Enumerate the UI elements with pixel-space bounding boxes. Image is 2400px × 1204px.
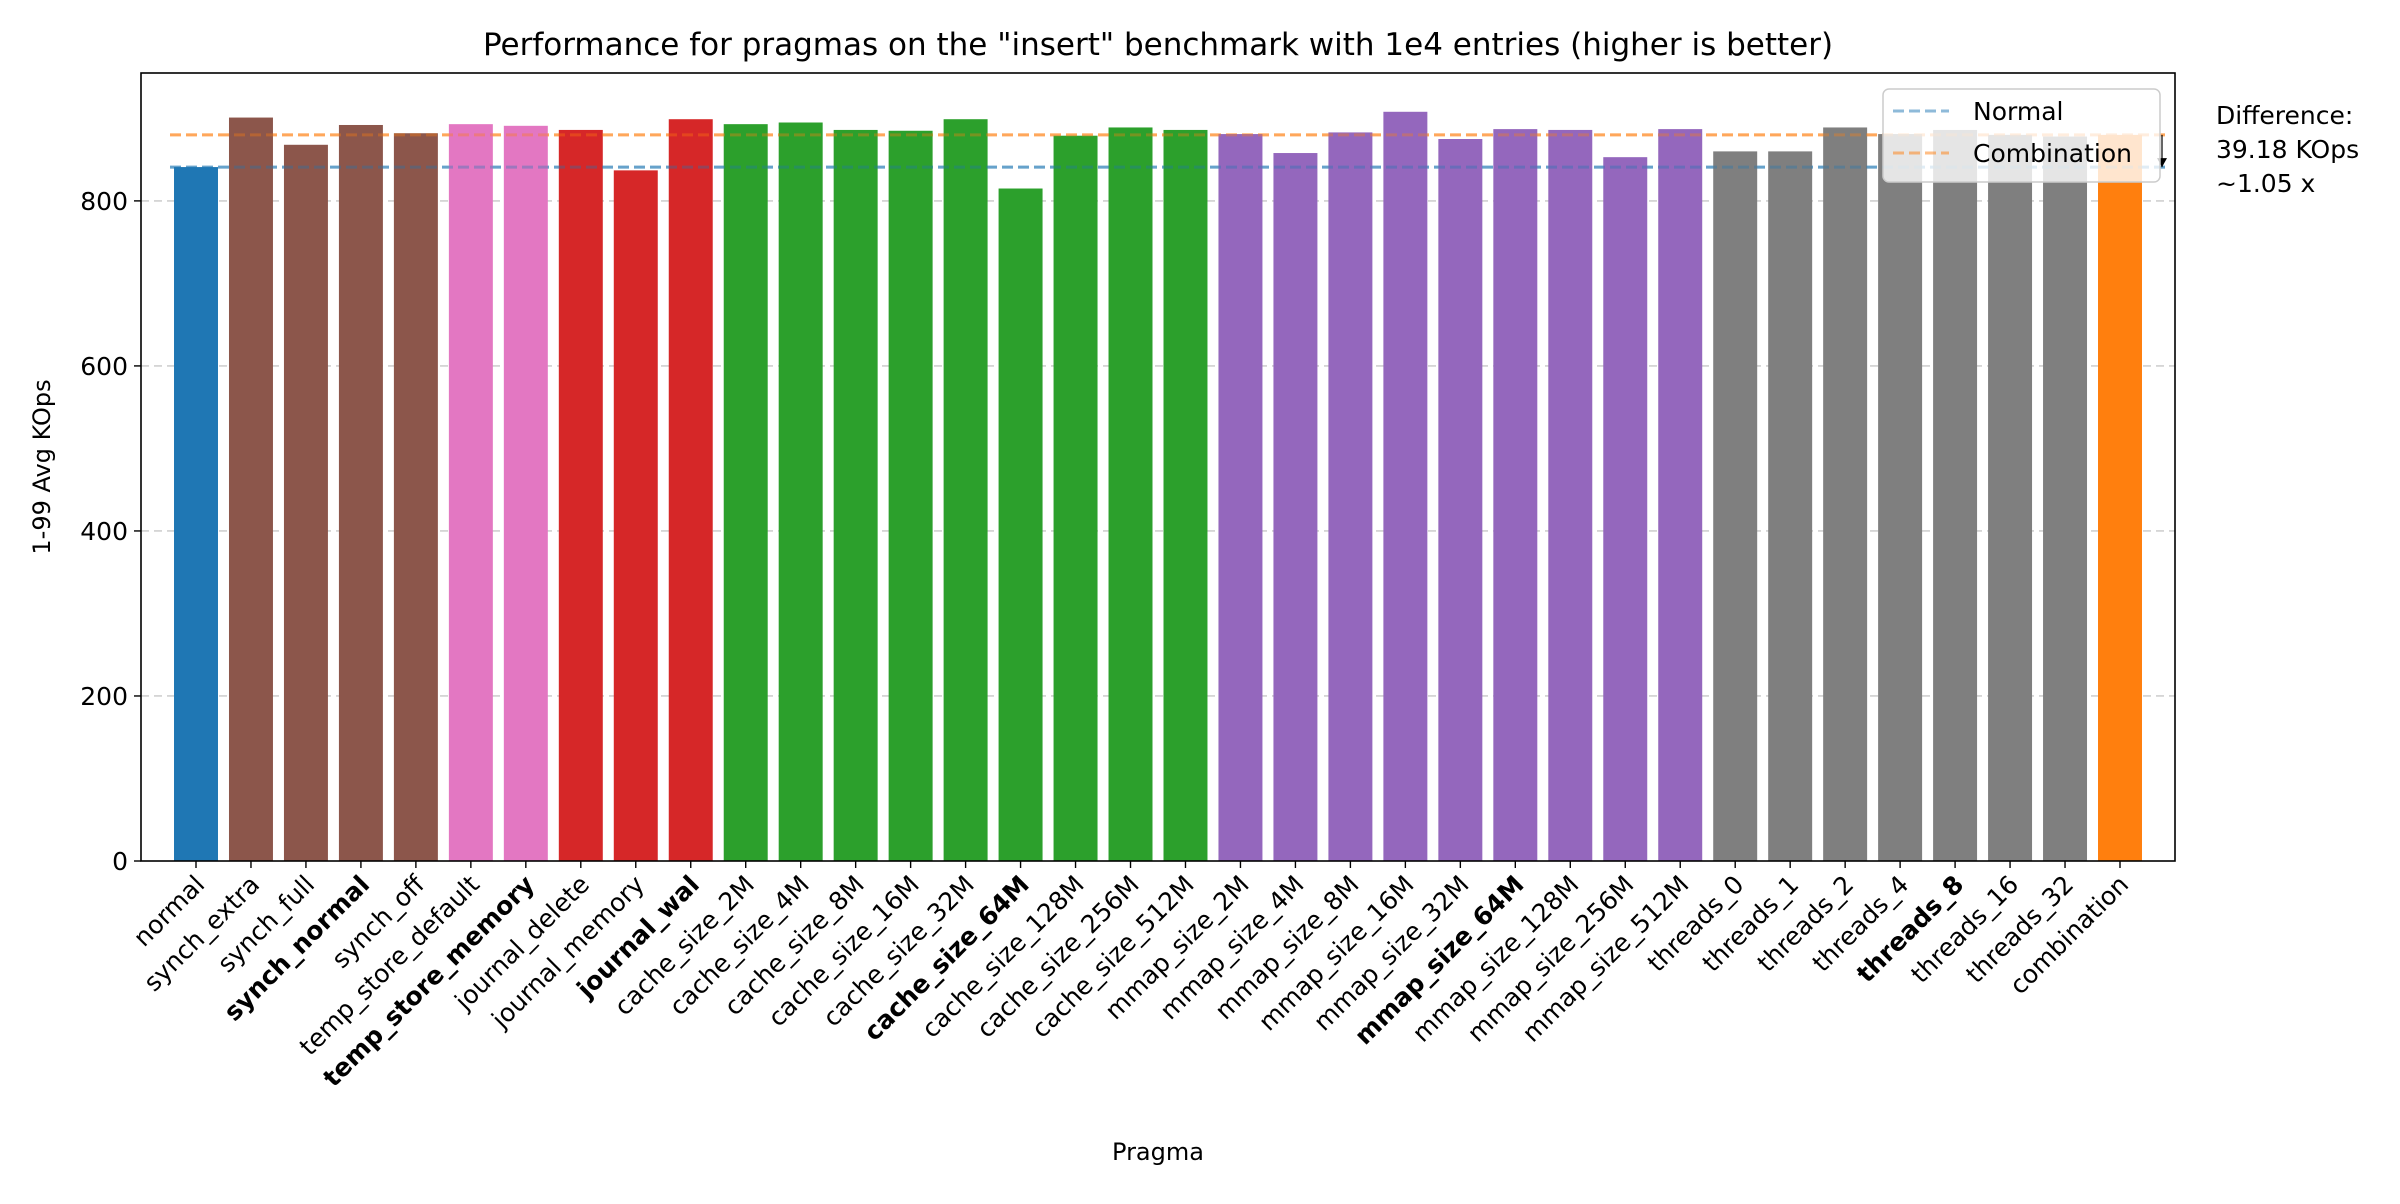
bar-journal-wal xyxy=(668,119,713,861)
bar-mmap-size-2M xyxy=(1218,134,1263,861)
x-axis: normalsynch_extrasynch_fullsynch_normals… xyxy=(128,861,2134,1092)
difference-annotation: Difference: 39.18 KOps ~1.05 x xyxy=(2216,101,2359,198)
bar-threads-2 xyxy=(1823,127,1868,862)
bar-cache-size-128M xyxy=(1053,135,1098,861)
bar-synch-off xyxy=(393,133,438,861)
y-tick-label: 0 xyxy=(112,847,128,876)
bar-cache-size-512M xyxy=(1163,129,1208,862)
y-tick-label: 400 xyxy=(80,517,128,546)
bar-mmap-size-128M xyxy=(1548,129,1593,862)
legend-label-combination: Combination xyxy=(1973,139,2132,168)
bar-cache-size-16M xyxy=(888,130,933,861)
bar-cache-size-4M xyxy=(778,122,823,861)
bar-combination xyxy=(2098,134,2142,861)
y-tick-label: 600 xyxy=(80,352,128,381)
bar-mmap-size-256M xyxy=(1603,157,1648,862)
annotation-line-2: 39.18 KOps xyxy=(2216,135,2359,164)
bar-mmap-size-512M xyxy=(1658,129,1703,862)
y-axis: 0 200 400 600 800 xyxy=(80,187,141,876)
legend-label-normal: Normal xyxy=(1973,97,2063,126)
legend: Normal Combination xyxy=(1882,88,2161,183)
bar-threads-1 xyxy=(1768,151,1813,861)
bar-temp-store-memory xyxy=(503,125,548,862)
bar-mmap-size-16M xyxy=(1383,111,1428,862)
bar-synch-extra xyxy=(228,117,273,861)
bar-journal-delete xyxy=(558,129,603,862)
bar-temp-store-default xyxy=(448,124,493,862)
bar-cache-size-256M xyxy=(1108,127,1153,862)
bar-cache-size-32M xyxy=(943,119,988,861)
bar-threads-32 xyxy=(2043,136,2088,861)
bar-synch-full xyxy=(283,144,328,862)
bar-threads-16 xyxy=(1988,134,2033,861)
bar-threads-0 xyxy=(1713,151,1758,861)
bar-cache-size-8M xyxy=(833,129,878,862)
chart-title: Performance for pragmas on the "insert" … xyxy=(483,27,1833,63)
annotation-line-3: ~1.05 x xyxy=(2216,169,2315,198)
bar-cache-size-64M xyxy=(998,188,1043,862)
plot-frame xyxy=(140,72,2176,862)
bar-threads-8 xyxy=(1933,129,1978,862)
y-tick-label: 800 xyxy=(80,187,128,216)
bars xyxy=(174,111,2142,862)
bar-cache-size-2M xyxy=(723,124,768,862)
bar-journal-memory xyxy=(613,170,658,861)
bar-mmap-size-64M xyxy=(1493,129,1538,862)
bar-mmap-size-8M xyxy=(1328,132,1373,861)
x-axis-label: Pragma xyxy=(1112,1138,1204,1166)
bar-threads-4 xyxy=(1878,134,1923,861)
bar-mmap-size-4M xyxy=(1273,153,1318,861)
bar-mmap-size-32M xyxy=(1438,139,1483,861)
legend-box xyxy=(1882,88,2161,183)
bar-normal xyxy=(174,167,218,861)
y-tick-label: 200 xyxy=(80,682,128,711)
bar-synch-normal xyxy=(338,124,383,861)
y-axis-label: 1-99 Avg KOps xyxy=(28,379,56,554)
annotation-line-1: Difference: xyxy=(2216,101,2353,130)
